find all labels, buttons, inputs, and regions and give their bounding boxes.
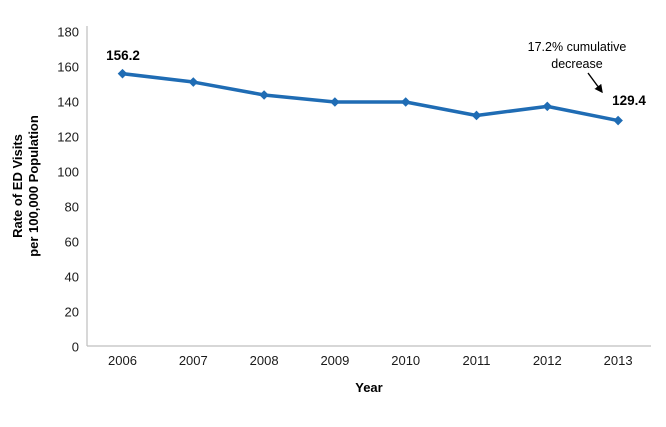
y-axis-title-line1: Rate of ED Visits (10, 134, 25, 238)
y-tick-label: 180 (57, 25, 79, 40)
annotation-line2: decrease (551, 57, 602, 71)
x-tick-label: 2006 (108, 353, 137, 368)
annotation: 17.2% cumulative decrease (528, 40, 627, 94)
y-axis-title-line2: per 100,000 Population (26, 115, 41, 257)
y-tick-label: 40 (65, 270, 79, 285)
data-point-marker (330, 97, 340, 107)
data-series (117, 68, 623, 126)
y-tick-label: 120 (57, 130, 79, 145)
y-tick-label: 100 (57, 165, 79, 180)
x-tick-label: 2011 (463, 353, 491, 368)
y-tick-label: 80 (65, 200, 79, 215)
x-tick-label: 2009 (320, 353, 349, 368)
y-tick-label: 0 (72, 340, 79, 355)
x-axis-tick-labels: 2006 2007 2008 2009 2010 2011 2012 2013 (108, 353, 633, 368)
data-point-marker (400, 97, 411, 107)
x-tick-label: 2012 (533, 353, 562, 368)
x-tick-label: 2010 (391, 353, 420, 368)
series-line (120, 71, 620, 123)
x-tick-label: 2008 (250, 353, 279, 368)
y-tick-label: 20 (65, 305, 79, 320)
x-tick-label: 2007 (179, 353, 208, 368)
annotation-arrow (587, 72, 603, 94)
first-point-value-label: 156.2 (106, 48, 140, 63)
data-point-marker (117, 68, 128, 79)
x-axis-title: Year (355, 380, 382, 395)
data-point-marker (613, 115, 623, 126)
data-point-marker (259, 90, 269, 100)
y-axis-tick-labels: 0 20 40 60 80 100 120 140 160 180 (57, 25, 79, 355)
data-point-marker (542, 101, 553, 112)
y-tick-label: 140 (57, 95, 79, 110)
last-point-value-label: 129.4 (612, 93, 646, 108)
x-tick-label: 2013 (604, 353, 633, 368)
annotation-line1: 17.2% cumulative (528, 40, 627, 54)
data-point-marker (471, 110, 482, 121)
y-tick-label: 160 (57, 60, 79, 75)
y-tick-label: 60 (65, 235, 79, 250)
data-point-marker (188, 77, 199, 87)
